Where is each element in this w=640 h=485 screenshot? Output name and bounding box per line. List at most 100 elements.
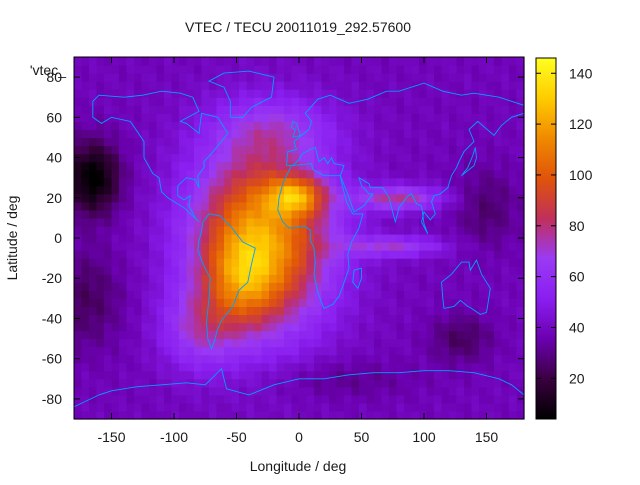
heatmap-cell [516, 177, 525, 187]
antarctica-coast [73, 367, 525, 408]
heatmap-cell [456, 137, 465, 147]
heatmap-cell [314, 362, 323, 372]
heatmap-cell [89, 378, 98, 388]
heatmap-cell [171, 225, 180, 235]
heatmap-cell [284, 209, 293, 219]
heatmap-cell [119, 97, 128, 106]
heatmap-cell [404, 233, 413, 243]
heatmap-cell [171, 129, 180, 139]
heatmap-cell [486, 145, 495, 155]
heatmap-cell [516, 242, 525, 251]
heatmap-cell [501, 81, 510, 90]
heatmap-cell [374, 354, 383, 364]
heatmap-cell [486, 73, 495, 82]
heatmap-cell [509, 89, 518, 98]
heatmap-cell [306, 314, 315, 324]
heatmap-cell [216, 290, 225, 299]
heatmap-cell [456, 169, 465, 179]
heatmap-cell [516, 201, 525, 211]
heatmap-cell [464, 274, 473, 283]
heatmap-cell [396, 346, 405, 356]
heatmap-cell [149, 65, 158, 74]
heatmap-cell [306, 266, 315, 275]
heatmap-cell [351, 57, 360, 66]
heatmap-cell [186, 161, 195, 171]
heatmap-cell [381, 145, 390, 155]
x-axis-label: Longitude / deg [250, 458, 347, 474]
heatmap-cell [89, 121, 98, 130]
heatmap-cell [359, 225, 368, 235]
heatmap-cell [344, 209, 353, 219]
heatmap-cell [111, 105, 120, 114]
heatmap-cell [479, 233, 488, 243]
heatmap-cell [134, 233, 143, 243]
heatmap-cell [314, 322, 323, 332]
heatmap-cell [516, 65, 525, 74]
heatmap-cell [321, 370, 330, 380]
heatmap-cell [201, 242, 210, 251]
y-tick-label: 80 [46, 69, 62, 85]
heatmap-cell [224, 386, 233, 396]
heatmap-cell [74, 282, 83, 291]
heatmap-cell [194, 298, 203, 307]
heatmap-cell [156, 322, 165, 332]
heatmap-cell [171, 57, 180, 66]
heatmap-cell [501, 97, 510, 106]
heatmap-cell [284, 314, 293, 324]
heatmap-cell [134, 298, 143, 307]
heatmap-cell [426, 153, 435, 163]
heatmap-cell [456, 105, 465, 114]
heatmap-cell [374, 266, 383, 275]
heatmap-cell [306, 410, 315, 420]
heatmap-cell [381, 65, 390, 74]
heatmap-cell [74, 89, 83, 98]
heatmap-cell [194, 169, 203, 179]
heatmap-cell [404, 250, 413, 259]
madagascar-coast [352, 267, 362, 290]
heatmap-cell [426, 73, 435, 82]
heatmap-cell [464, 370, 473, 380]
heatmap-cell [456, 370, 465, 380]
heatmap-cell [261, 89, 270, 98]
heatmap-cell [456, 330, 465, 340]
heatmap-cell [171, 137, 180, 147]
heatmap-cell [276, 89, 285, 98]
colorbar-tick-label: 20 [569, 370, 585, 386]
heatmap-cell [164, 81, 173, 90]
heatmap-cell [209, 354, 218, 364]
heatmap-cell [464, 330, 473, 340]
heatmap-cell [344, 177, 353, 187]
heatmap-cell [434, 258, 443, 267]
heatmap-cell [336, 153, 345, 163]
heatmap-cell [306, 354, 315, 364]
heatmap-cell [441, 153, 450, 163]
heatmap-cell [329, 370, 338, 380]
heatmap-cell [164, 137, 173, 147]
heatmap-cell [509, 290, 518, 299]
colorbar-tick-label: 80 [569, 218, 585, 234]
heatmap-cell [501, 57, 510, 66]
heatmap-cell [216, 113, 225, 122]
heatmap-cell [216, 282, 225, 291]
heatmap-cell [156, 306, 165, 316]
heatmap-cell [104, 290, 113, 299]
heatmap-cell [411, 201, 420, 211]
heatmap-cell [261, 282, 270, 291]
heatmap-cell [96, 274, 105, 283]
heatmap-cell [306, 153, 315, 163]
heatmap-cell [224, 121, 233, 130]
heatmap-cell [269, 258, 278, 267]
heatmap-cell [261, 322, 270, 332]
heatmap-cell [389, 225, 398, 235]
heatmap-cell [194, 370, 203, 380]
heatmap-cell [494, 177, 503, 187]
heatmap-cell [306, 258, 315, 267]
heatmap-cell [411, 354, 420, 364]
heatmap-cell [449, 378, 458, 388]
heatmap-cell [351, 338, 360, 348]
heatmap-cell [434, 282, 443, 291]
heatmap-cell [246, 306, 255, 316]
heatmap-cell [231, 169, 240, 179]
heatmap-cell [456, 225, 465, 235]
